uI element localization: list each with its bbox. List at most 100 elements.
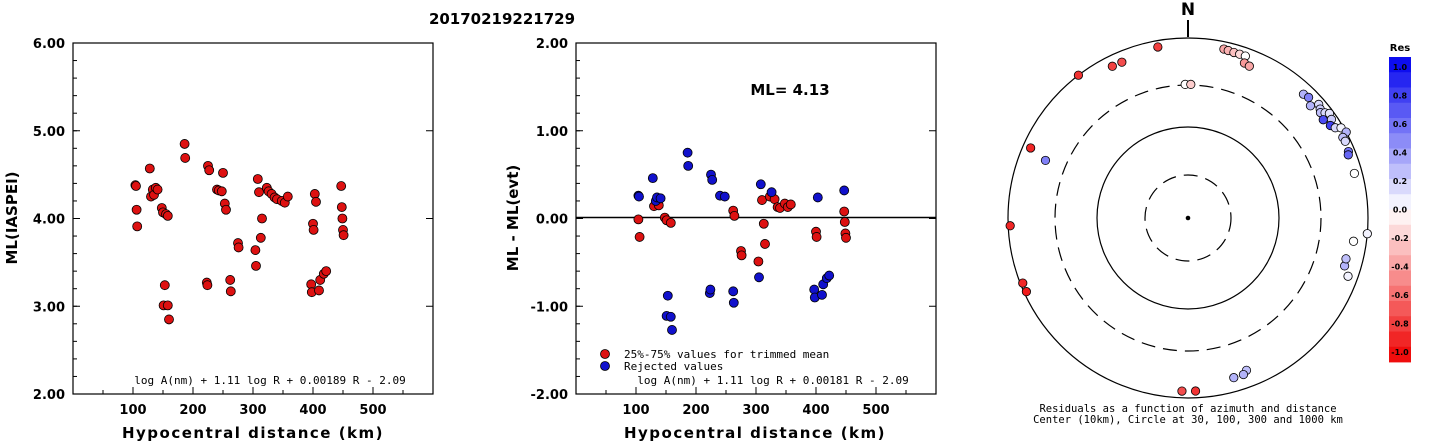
station-marker [1305,101,1316,111]
colorbar-tick-label: -0.6 [1391,291,1409,300]
station-marker [1040,155,1051,166]
legend-label-trimmed: 25%-75% values for trimmed mean [624,348,829,361]
station-marker [1107,61,1117,71]
ring-100km [1096,126,1280,310]
plot-frame [72,42,434,395]
colorbar-tick-label: 0.4 [1393,149,1408,158]
station-marker [1340,136,1350,146]
x-tick-label: 400 [299,403,326,418]
y-tick-label: 1.00 [536,125,568,140]
y-tick-label: -1.00 [531,300,568,315]
data-point [817,289,827,300]
data-point [682,147,693,158]
ml-vs-distance-panel: 100 200 300 400 500 2.00 3.00 4.00 5.00 6.00 ML(I… [3,37,434,441]
legend-marker-rejected [600,361,610,371]
data-point [337,213,348,224]
legend-label-rejected: Rejected values [624,360,723,373]
station-marker [1177,386,1187,396]
colorbar-tick-label: 1.0 [1393,63,1408,72]
data-point [719,191,730,202]
data-point [216,186,227,197]
y-axis-label: ML - ML(evt) [504,165,522,271]
x-tick-label: 300 [239,403,266,418]
colorbar-cell [1389,209,1411,226]
data-point [812,192,823,203]
station-marker [1349,168,1359,179]
x-axis-label: Hypocentral distance (km) [624,424,886,441]
data-point [839,217,850,227]
data-point [162,300,173,311]
station-marker [1021,287,1032,297]
data-point [144,163,155,174]
y-tick-label: 0.00 [536,213,568,228]
colorbar-cell [1389,316,1411,332]
data-point [164,314,174,325]
x-tick-label: 500 [862,403,889,418]
data-point [667,325,677,335]
station-marker [1190,386,1201,396]
data-point [338,230,349,241]
data-point [655,193,666,204]
data-point [202,280,213,291]
data-point [705,284,716,295]
data-point [225,275,236,285]
colorbar-cell [1389,346,1411,363]
y-tick-label: 5.00 [33,125,65,140]
colorbar-tick-label: 0.2 [1393,177,1407,186]
data-points [633,147,851,335]
data-point [758,218,769,229]
data-point [729,210,740,221]
residual-vs-distance-panel: 100 200 300 400 500 -2.00 -1.00 0.00 1.00 2.00 ML… [504,37,937,441]
data-point [728,297,739,308]
data-point [257,213,267,224]
data-point [633,214,644,225]
station-marker [1343,271,1353,281]
station-marker [1073,70,1084,80]
x-tick-label: 200 [179,403,206,418]
colorbar-tick-label: -0.8 [1391,320,1409,329]
colorbar-tick-label: 0.8 [1393,92,1408,101]
ring-1000km [1007,37,1369,399]
colorbar-cell [1389,57,1411,73]
data-point [662,290,673,301]
caption-line-1: Residuals as a function of azimuth and d… [1039,403,1336,415]
y-tick-label: 2.00 [33,388,65,403]
data-point [728,286,739,297]
azimuth-distance-panel: N Residuals as a function of azimuth and… [1005,0,1372,426]
data-point [179,139,190,149]
data-point [225,286,236,297]
data-point [785,199,796,210]
data-point [204,165,215,176]
colorbar-cell [1389,301,1411,317]
data-point [760,239,770,249]
residual-colorbar: Res 1.0 0.8 0.6 0.4 0.2 0.0 -0.2 -0.4 -0.6 -0.8 -1… [1389,43,1411,363]
station-marker [1229,373,1239,383]
colorbar-cell [1389,148,1411,165]
data-point [321,266,332,277]
station-marker [1244,61,1254,71]
data-point [132,221,143,232]
axis-ticks: 100 200 300 400 500 -2.00 -1.00 0.00 1.00 2.00 [531,37,936,418]
station-marker [1348,236,1359,246]
colorbar-cell [1389,179,1411,195]
station-marker [1018,278,1028,288]
data-point [159,280,170,291]
station-marker [1026,143,1036,153]
station-marker [1186,79,1196,89]
data-point [218,167,228,178]
data-point [233,242,244,253]
x-tick-label: 100 [119,403,146,418]
x-tick-label: 100 [622,403,649,418]
data-point [766,187,777,198]
colorbar-title: Res [1390,43,1410,54]
colorbar-cell [1389,163,1411,180]
colorbar-cell [1389,194,1411,210]
data-point [314,285,324,296]
colorbar-cell [1389,255,1411,271]
colorbar-tick-label: -0.2 [1391,234,1409,243]
colorbar-cell [1389,118,1411,134]
station-marker [1238,369,1249,380]
station-marker [1318,115,1328,125]
data-point [841,232,851,243]
